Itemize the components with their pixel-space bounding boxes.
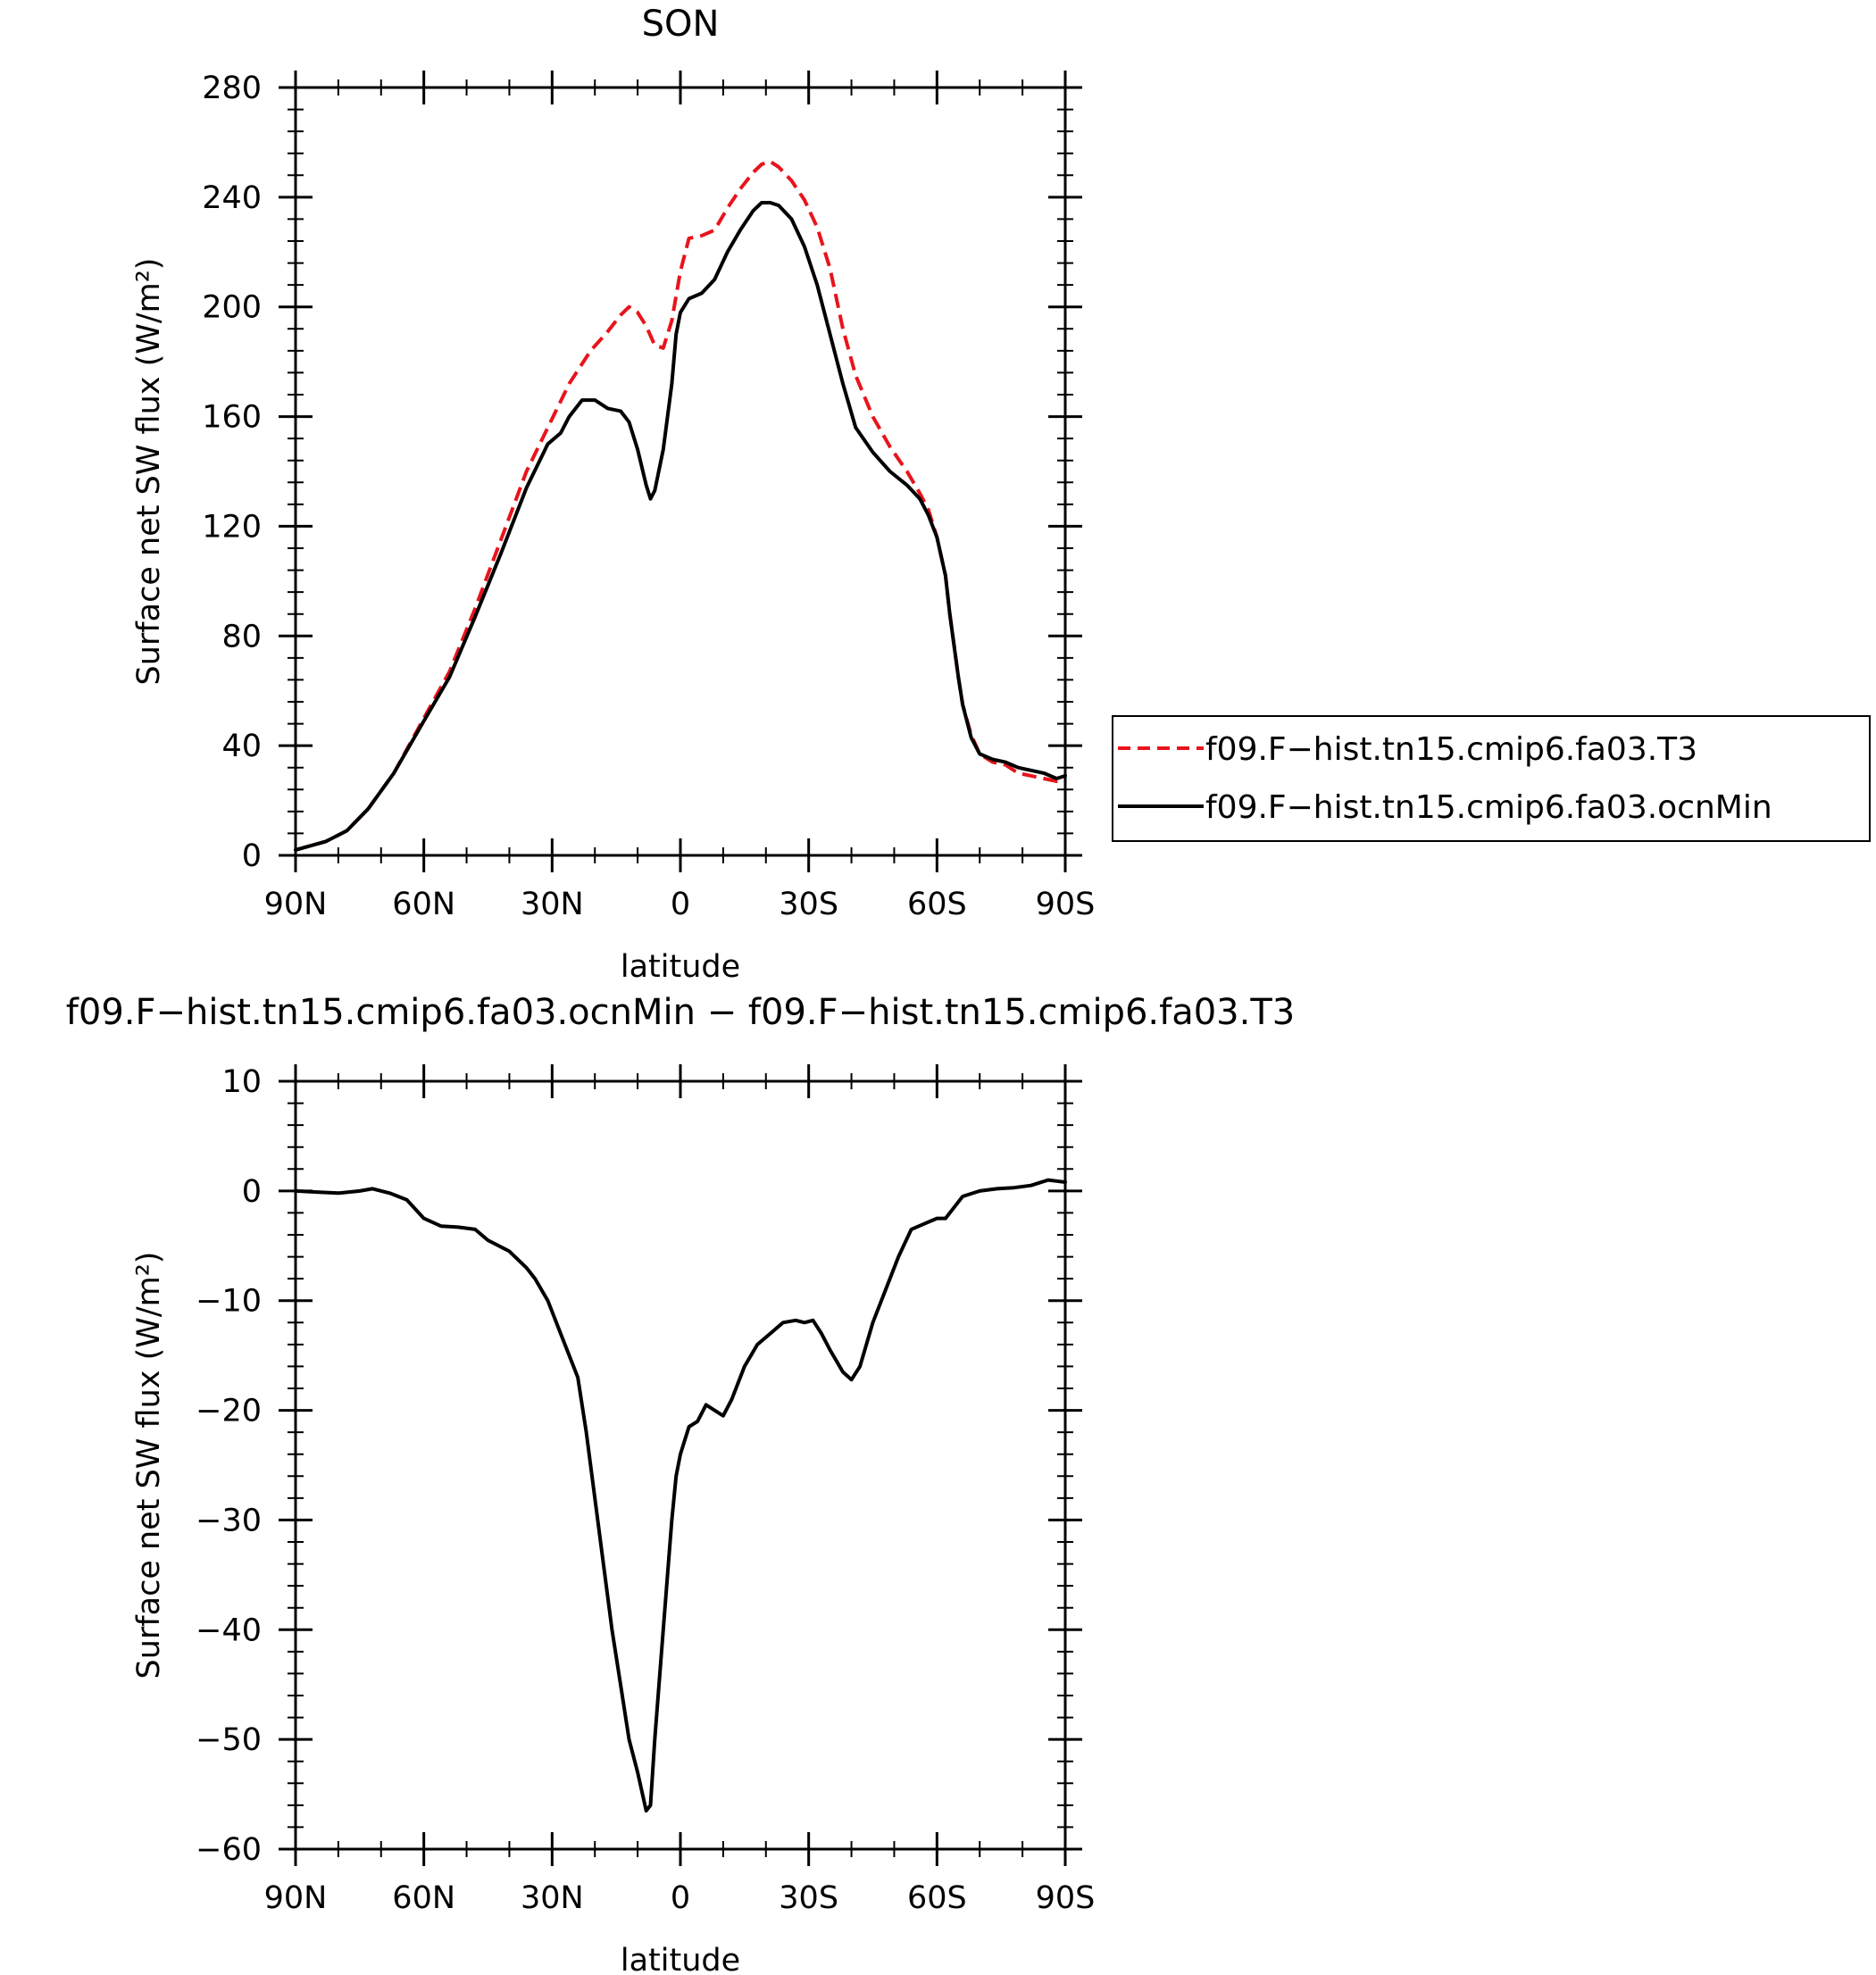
panel2-x-axis-title: latitude bbox=[621, 1943, 740, 1975]
x-tick-label: 30S bbox=[779, 887, 838, 922]
x-tick-label: 0 bbox=[671, 1880, 690, 1916]
y-tick-label: 280 bbox=[202, 71, 262, 106]
legend: f09.F−hist.tn15.cmip6.fa03.T3 f09.F−hist… bbox=[1112, 715, 1871, 842]
x-tick-label: 90N bbox=[264, 887, 328, 922]
y-tick-label: −60 bbox=[196, 1832, 262, 1868]
y-tick-label: 200 bbox=[202, 290, 262, 326]
x-tick-label: 60N bbox=[392, 1880, 455, 1916]
panel2-ticks bbox=[279, 1064, 1082, 1866]
y-tick-label: 80 bbox=[221, 619, 262, 654]
x-tick-label: 90S bbox=[1036, 1880, 1096, 1916]
y-tick-label: −40 bbox=[196, 1612, 262, 1648]
x-tick-label: 30S bbox=[779, 1880, 838, 1916]
y-tick-label: −10 bbox=[196, 1284, 262, 1320]
x-tick-label: 60S bbox=[907, 1880, 967, 1916]
panel2-frame bbox=[294, 1079, 1067, 1851]
y-tick-label: 160 bbox=[202, 400, 262, 436]
y-tick-label: −30 bbox=[196, 1503, 262, 1538]
legend-label-ocnmin: f09.F−hist.tn15.cmip6.fa03.ocnMin bbox=[1205, 789, 1772, 826]
panel1-y-axis-title: Surface net SW flux (W/m²) bbox=[131, 258, 167, 686]
x-tick-label: 90N bbox=[264, 1880, 328, 1916]
x-tick-label: 90S bbox=[1036, 887, 1096, 922]
panel2-title: f09.F−hist.tn15.cmip6.fa03.ocnMin − f09.… bbox=[66, 992, 1295, 1033]
x-tick-label: 0 bbox=[671, 887, 690, 922]
panel2-x-tick-labels: 90N 60N 30N 0 30S 60S 90S bbox=[264, 1880, 1096, 1916]
y-tick-label: 0 bbox=[242, 1174, 262, 1210]
series-line-b bbox=[294, 201, 1067, 852]
y-tick-label: 10 bbox=[221, 1064, 262, 1100]
panel2-lines bbox=[294, 1178, 1067, 1812]
panel1-x-axis-title: latitude bbox=[621, 949, 740, 985]
y-tick-label: −50 bbox=[196, 1722, 262, 1758]
panel2-y-tick-labels: −60 −50 −40 −30 −20 −10 0 10 bbox=[196, 1064, 262, 1868]
legend-box bbox=[1112, 715, 1871, 842]
x-tick-label: 60N bbox=[392, 887, 455, 922]
y-tick-label: −20 bbox=[196, 1394, 262, 1429]
panel1-frame bbox=[294, 86, 1067, 857]
x-tick-label: 30N bbox=[521, 1880, 584, 1916]
panel1-lines bbox=[294, 159, 1067, 852]
x-tick-label: 60S bbox=[907, 887, 967, 922]
y-tick-label: 240 bbox=[202, 180, 262, 216]
panel1-title: SON bbox=[642, 4, 720, 45]
panel2-y-axis-title: Surface net SW flux (W/m²) bbox=[131, 1252, 167, 1679]
panel-difference: f09.F−hist.tn15.cmip6.fa03.ocnMin − f09.… bbox=[66, 992, 1295, 1975]
panel1-y-tick-labels: 0 40 80 120 160 200 240 280 bbox=[202, 71, 262, 874]
legend-label-t3: f09.F−hist.tn15.cmip6.fa03.T3 bbox=[1205, 731, 1697, 768]
panel1-ticks bbox=[279, 71, 1082, 872]
y-tick-label: 120 bbox=[202, 509, 262, 545]
x-tick-label: 30N bbox=[521, 887, 584, 922]
panel1-x-tick-labels: 90N 60N 30N 0 30S 60S 90S bbox=[264, 887, 1096, 922]
y-tick-label: 0 bbox=[242, 838, 262, 874]
y-tick-label: 40 bbox=[221, 729, 262, 764]
series-line-a bbox=[294, 1178, 1067, 1812]
panel-son: SON 0 40 80 120 160 200 240 280 90N 60N 30N 0 30S 60… bbox=[131, 4, 1871, 985]
